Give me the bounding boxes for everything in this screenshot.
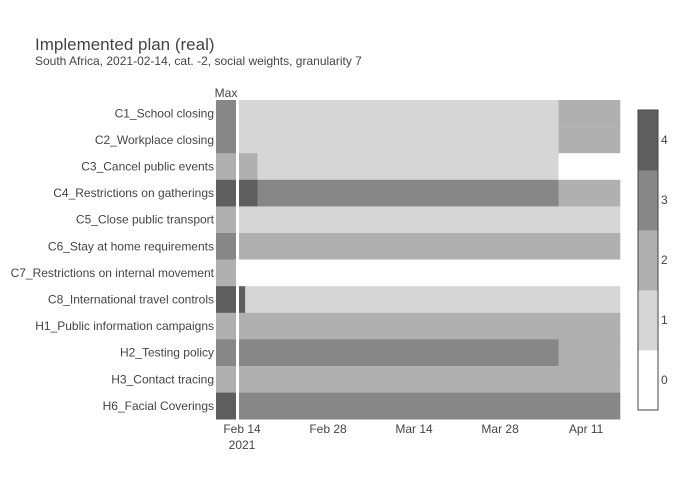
max-cell <box>216 339 236 367</box>
x-tick-sublabel: 2021 <box>229 438 256 452</box>
colorbar-tick-label: 2 <box>661 253 668 267</box>
heatmap-cell <box>558 153 621 181</box>
colorbar-tick-label: 3 <box>661 193 668 207</box>
heatmap-cell <box>239 206 621 234</box>
colorbar-tick-label: 4 <box>661 133 668 147</box>
heatmap-cell <box>239 286 246 314</box>
row-label: H2_Testing policy <box>120 346 214 360</box>
heatmap-cell <box>239 126 559 154</box>
max-cell <box>216 392 236 420</box>
chart-subtitle: South Africa, 2021-02-14, cat. -2, socia… <box>35 54 362 68</box>
row-label: C8_International travel controls <box>48 293 214 307</box>
max-cell <box>216 179 236 207</box>
row-label: C2_Workplace closing <box>95 133 214 147</box>
max-cell <box>216 366 236 393</box>
row-label: C6_Stay at home requirements <box>48 239 214 253</box>
heatmap-cell <box>239 366 621 393</box>
chart-title: Implemented plan (real) <box>35 35 215 54</box>
x-tick-label: Mar 28 <box>481 422 519 436</box>
colorbar-band <box>638 290 658 351</box>
heatmap-cell <box>239 312 621 340</box>
heatmap-cell <box>257 153 559 181</box>
heatmap-cell <box>239 339 559 367</box>
row-label: H6_Facial Coverings <box>103 399 214 413</box>
max-cell <box>216 259 236 287</box>
colorbar-band <box>638 350 658 411</box>
row-label: C5_Close public transport <box>76 213 215 227</box>
row-label: C7_Restrictions on internal movement <box>11 266 215 280</box>
colorbar-tick-label: 0 <box>661 373 668 387</box>
max-cell <box>216 100 236 127</box>
x-tick-label: Feb 28 <box>309 422 347 436</box>
max-cell <box>216 286 236 314</box>
max-cell <box>216 233 236 260</box>
colorbar-band <box>638 230 658 291</box>
heatmap-cell <box>558 100 621 127</box>
x-tick-label: Apr 11 <box>569 422 604 436</box>
colorbar-tick-label: 1 <box>661 313 668 327</box>
max-cell <box>216 126 236 154</box>
heatmap-cell <box>257 179 559 207</box>
max-column-label: Max <box>215 86 238 100</box>
max-cell <box>216 312 236 340</box>
heatmap-cell <box>239 233 621 260</box>
row-label: C1_School closing <box>115 106 214 120</box>
max-cell <box>216 153 236 181</box>
heatmap-cell <box>239 153 258 181</box>
heatmap-cell <box>239 392 621 420</box>
row-label: C4_Restrictions on gatherings <box>53 186 214 200</box>
heatmap-cell <box>558 339 621 367</box>
heatmap-cell <box>239 259 621 287</box>
colorbar-band <box>638 110 658 171</box>
row-label: H3_Contact tracing <box>111 372 214 386</box>
row-label: C3_Cancel public events <box>81 160 214 174</box>
heatmap-cell <box>239 100 559 127</box>
max-cell <box>216 206 236 234</box>
heatmap-cell <box>558 179 621 207</box>
heatmap-cell <box>558 126 621 154</box>
x-tick-label: Feb 14 <box>223 422 261 436</box>
row-label: H1_Public information campaigns <box>35 319 214 333</box>
heatmap-cell <box>239 179 258 207</box>
colorbar-outline <box>637 109 659 411</box>
heatmap-cell <box>245 286 621 314</box>
x-tick-label: Mar 14 <box>395 422 433 436</box>
colorbar-band <box>638 170 658 231</box>
